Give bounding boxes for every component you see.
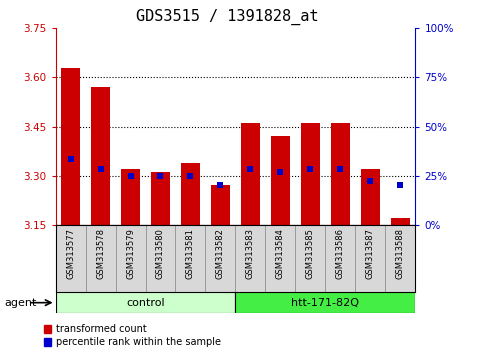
Bar	[211, 185, 230, 225]
Text: GSM313577: GSM313577	[66, 228, 75, 279]
Text: GSM313579: GSM313579	[126, 228, 135, 279]
Bar	[270, 136, 290, 225]
Bar	[236, 292, 415, 313]
Text: GSM313587: GSM313587	[366, 228, 375, 279]
Text: htt-171-82Q: htt-171-82Q	[291, 298, 359, 308]
Text: GSM313580: GSM313580	[156, 228, 165, 279]
Bar	[181, 162, 200, 225]
Text: GSM313581: GSM313581	[186, 228, 195, 279]
Text: GSM313583: GSM313583	[246, 228, 255, 279]
Text: control: control	[126, 298, 165, 308]
Bar	[361, 169, 380, 225]
Bar	[91, 87, 110, 225]
Bar	[331, 123, 350, 225]
Bar	[61, 68, 80, 225]
Text: agent: agent	[5, 298, 37, 308]
Bar	[241, 123, 260, 225]
Text: GSM313582: GSM313582	[216, 228, 225, 279]
Text: GDS3515 / 1391828_at: GDS3515 / 1391828_at	[136, 9, 318, 25]
Text: GSM313584: GSM313584	[276, 228, 285, 279]
Legend: transformed count, percentile rank within the sample: transformed count, percentile rank withi…	[43, 325, 221, 347]
Text: GSM313578: GSM313578	[96, 228, 105, 279]
Bar	[391, 218, 410, 225]
Bar	[56, 292, 236, 313]
Bar	[151, 172, 170, 225]
Text: GSM313585: GSM313585	[306, 228, 315, 279]
Text: GSM313588: GSM313588	[396, 228, 405, 279]
Text: GSM313586: GSM313586	[336, 228, 345, 279]
Bar	[301, 123, 320, 225]
Bar	[121, 169, 140, 225]
